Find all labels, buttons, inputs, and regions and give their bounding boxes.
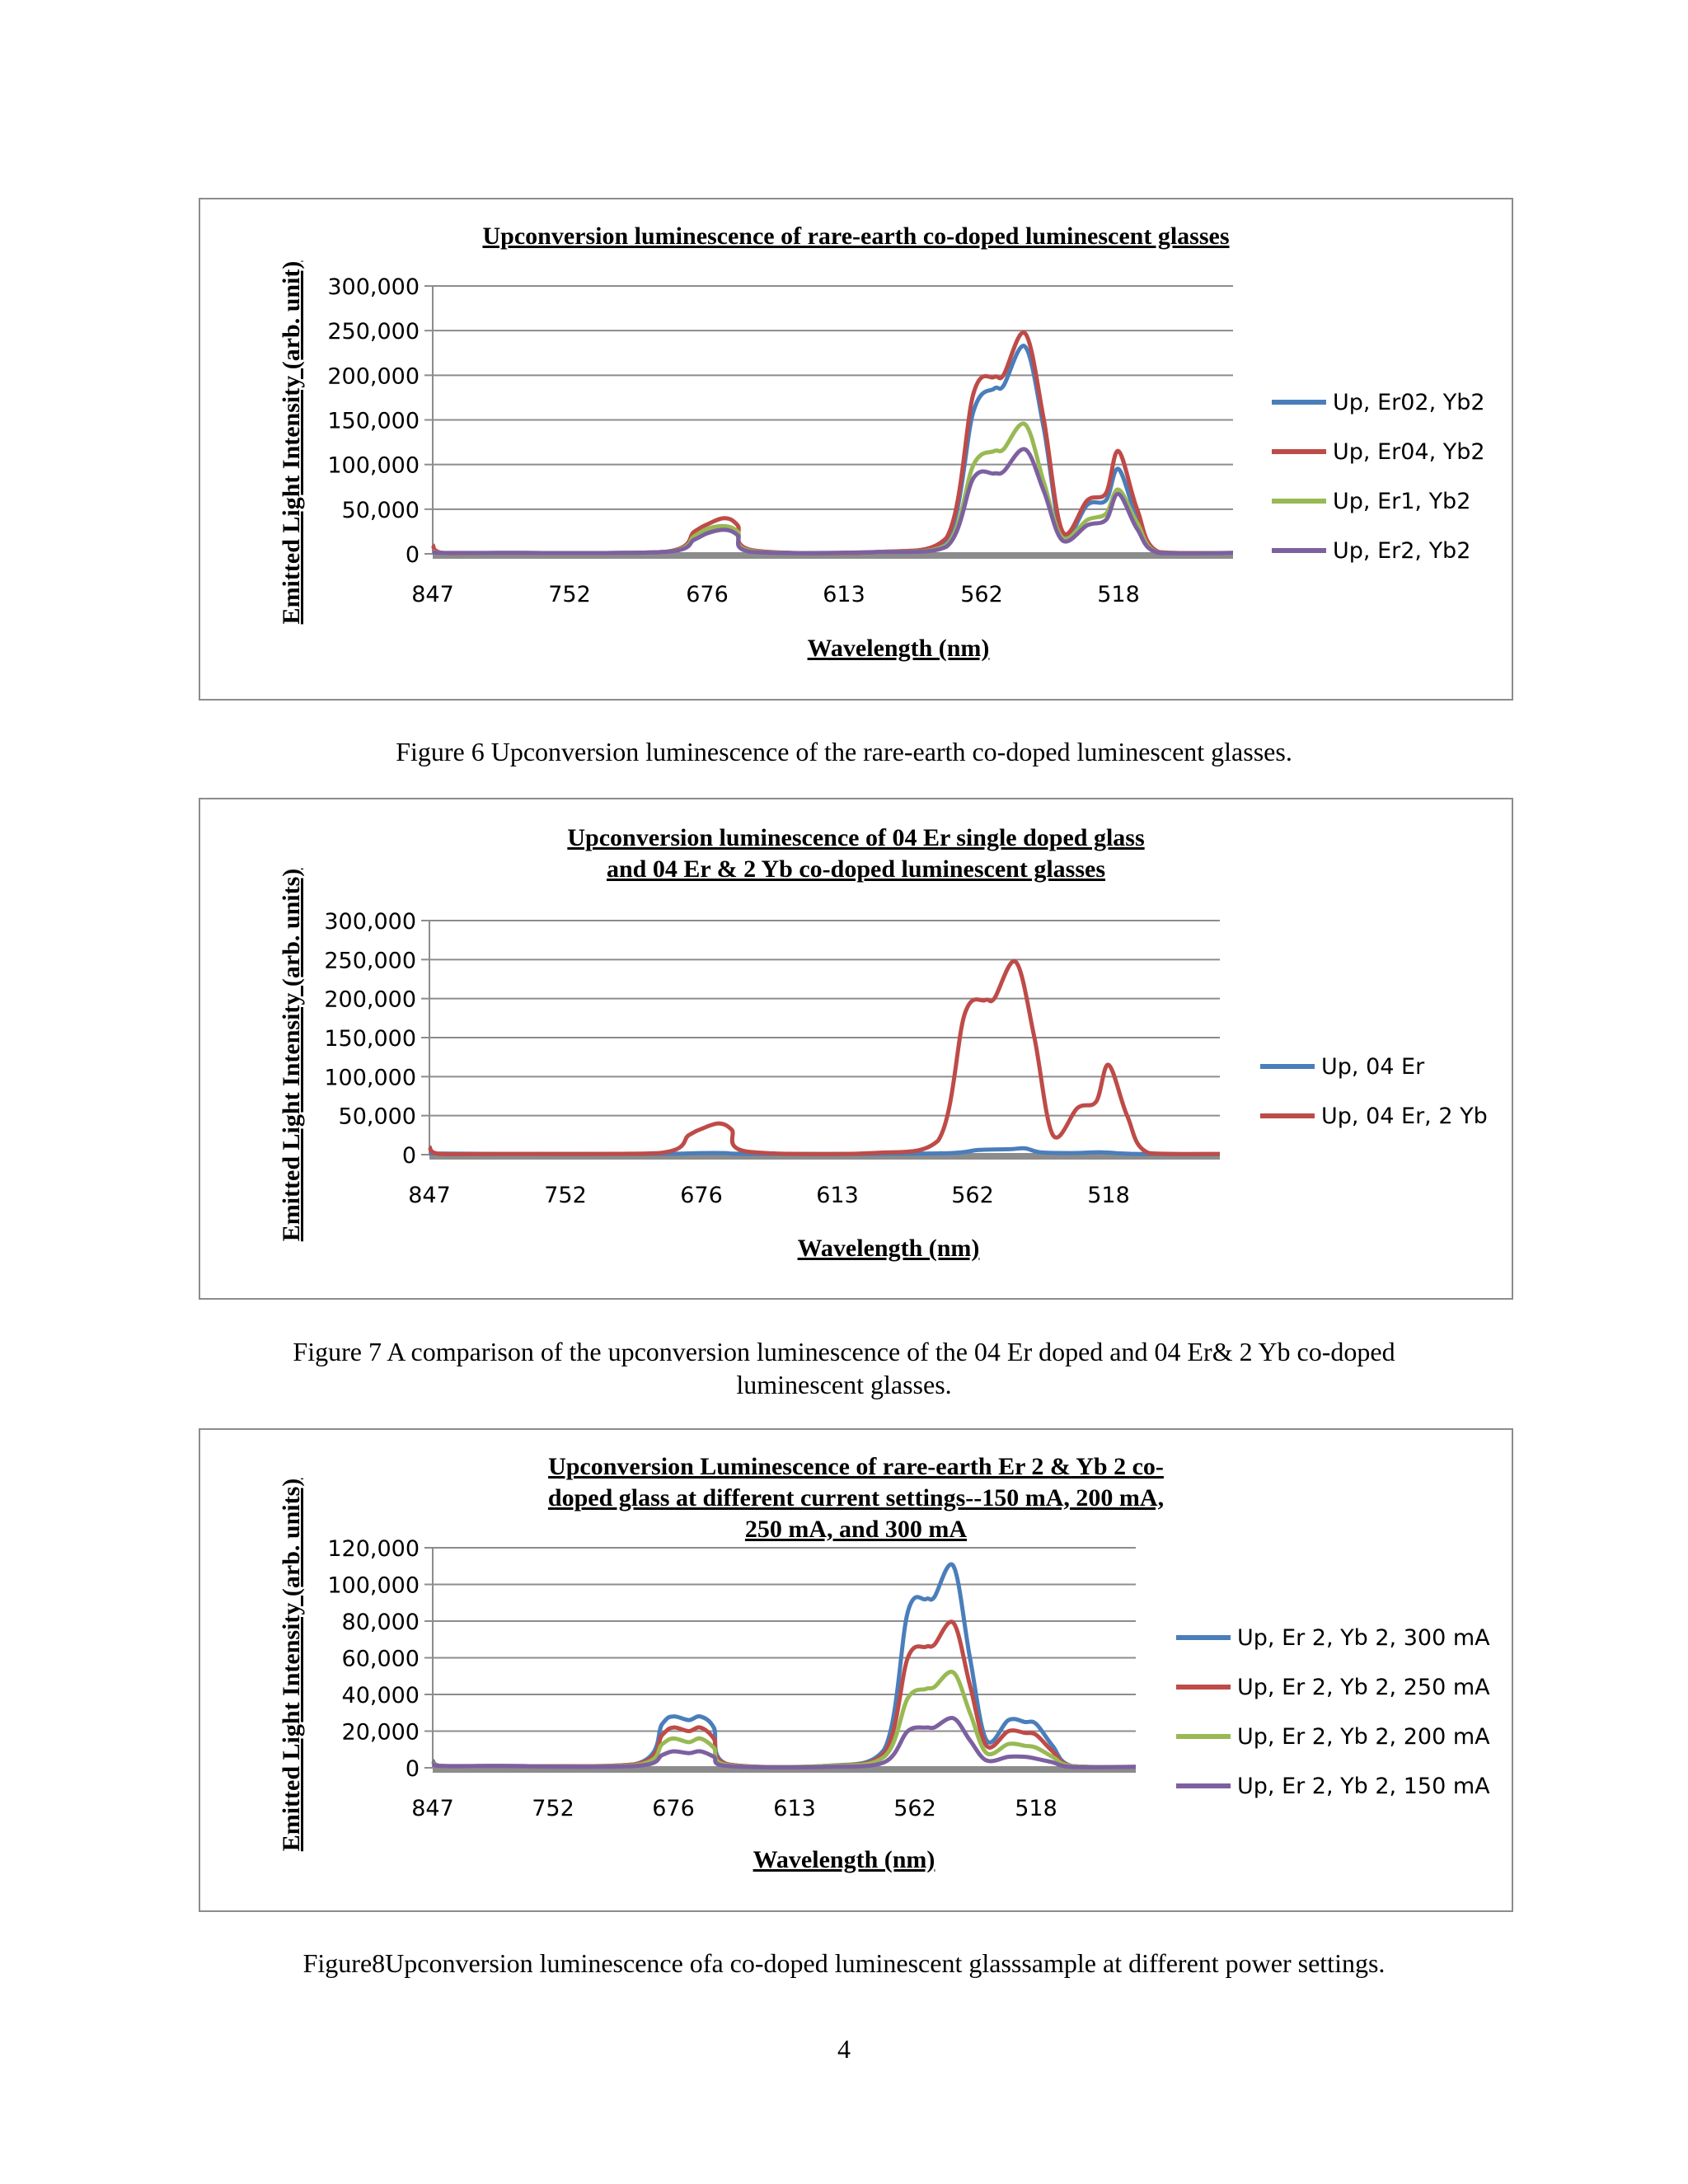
x-tick-label: 847 — [411, 1796, 454, 1821]
legend-label: Up, Er 2, Yb 2, 250 mA — [1237, 1674, 1490, 1700]
x-tick-label: 752 — [532, 1796, 574, 1821]
y-tick-label: 60,000 — [342, 1647, 420, 1672]
y-tick-label: 50,000 — [342, 498, 420, 523]
legend-swatch — [1272, 499, 1326, 504]
legend-item: Up, Er02, Yb2 — [1272, 377, 1485, 427]
x-axis-label: Wavelength (nm) — [807, 635, 990, 662]
plot-svg: 300,000 250,000 200,000 150,000 100,000 50,00… — [327, 274, 1234, 607]
legend-swatch — [1272, 548, 1326, 553]
y-tick-label: 250,000 — [327, 319, 420, 344]
legend-item: Up, Er 2, Yb 2, 200 mA — [1176, 1712, 1490, 1761]
x-axis-line — [433, 552, 1233, 559]
series-line — [431, 344, 1234, 555]
y-tick-label: 120,000 — [327, 1536, 420, 1562]
figure-caption: Figure 7 A comparison of the upconversio… — [293, 1337, 1395, 1399]
y-tick-label: 40,000 — [342, 1683, 420, 1708]
page-number: 4 — [837, 2034, 851, 2064]
x-tick-label: 562 — [893, 1796, 936, 1821]
x-tick-label: 676 — [686, 582, 729, 607]
x-tick-label: 676 — [652, 1796, 695, 1821]
x-tick-label: 752 — [548, 582, 591, 607]
series-line — [431, 421, 1234, 555]
y-tick-label: 80,000 — [342, 1610, 420, 1635]
y-tick-label: 0 — [406, 542, 420, 568]
x-tick-label: 518 — [1097, 582, 1140, 607]
legend-label: Up, Er 2, Yb 2, 300 mA — [1237, 1624, 1490, 1651]
legend-label: Up, Er2, Yb2 — [1333, 537, 1471, 564]
x-tick-label: 562 — [951, 1183, 994, 1208]
legend-swatch — [1260, 1064, 1315, 1069]
figure-caption: Figure8Upconversion luminescence ofa co-… — [302, 1948, 1386, 1978]
y-tick-label: 20,000 — [342, 1720, 420, 1746]
legend-label: Up, 04 Er — [1321, 1053, 1425, 1080]
legend-label: Up, Er1, Yb2 — [1333, 488, 1471, 514]
legend-label: Up, Er 2, Yb 2, 200 mA — [1237, 1723, 1490, 1750]
legend-item: Up, Er 2, Yb 2, 250 mA — [1176, 1662, 1490, 1712]
chart-title: Upconversion luminescence of 04 Er singl… — [567, 824, 1145, 883]
y-tick-label: 300,000 — [327, 274, 420, 300]
legend-swatch — [1176, 1635, 1231, 1640]
legend-item: Up, Er 2, Yb 2, 150 mA — [1176, 1761, 1490, 1811]
y-tick-label: 200,000 — [327, 363, 420, 389]
legend-swatch — [1260, 1113, 1315, 1118]
series-line — [431, 1562, 1137, 1769]
x-tick-label: 613 — [773, 1796, 816, 1821]
legend-item: Up, Er 2, Yb 2, 300 mA — [1176, 1613, 1490, 1662]
legend-swatch — [1176, 1685, 1231, 1690]
series-line — [431, 1716, 1137, 1769]
x-tick-label: 562 — [960, 582, 1003, 607]
legend: Up, 04 Er Up, 04 Er, 2 Yb — [1260, 1042, 1488, 1141]
x-tick-label: 752 — [544, 1183, 587, 1208]
plot-svg: 120,000 100,000 80,000 60,000 40,000 20,000 0 8… — [327, 1536, 1137, 1821]
x-tick-label: 847 — [411, 582, 454, 607]
plot-svg: 300,000 250,000 200,000 150,000 100,000 50,00… — [324, 909, 1221, 1208]
y-tick-label: 200,000 — [324, 987, 416, 1013]
chart-title: Upconversion luminescence of rare-earth … — [482, 223, 1230, 250]
legend: Up, Er 2, Yb 2, 300 mA Up, Er 2, Yb 2, 25… — [1176, 1613, 1490, 1811]
x-tick-label: 518 — [1015, 1796, 1057, 1821]
y-tick-label: 100,000 — [327, 1573, 420, 1599]
y-tick-label: 150,000 — [324, 1026, 416, 1052]
y-tick-label: 150,000 — [327, 409, 420, 434]
legend-label: Up, Er04, Yb2 — [1333, 438, 1485, 465]
legend-item: Up, Er1, Yb2 — [1272, 476, 1485, 526]
chart-panel-2: Upconversion luminescence of 04 Er singl… — [199, 798, 1513, 1300]
y-tick-label: 0 — [406, 1756, 420, 1782]
chart-panel-3: Upconversion Luminescence of rare-earth … — [199, 1428, 1513, 1912]
x-axis-label: Wavelength (nm) — [797, 1235, 980, 1262]
figure-caption: Figure 6 Upconversion luminescence of th… — [396, 737, 1292, 766]
legend-swatch — [1272, 449, 1326, 454]
y-tick-label: 250,000 — [324, 948, 416, 973]
y-tick-label: 0 — [402, 1143, 416, 1169]
series-line — [431, 1670, 1137, 1769]
legend-label: Up, Er 2, Yb 2, 150 mA — [1237, 1773, 1490, 1799]
legend-item: Up, 04 Er — [1260, 1042, 1488, 1091]
legend-swatch — [1176, 1734, 1231, 1739]
x-tick-label: 518 — [1087, 1183, 1130, 1208]
legend-item: Up, Er2, Yb2 — [1272, 526, 1485, 575]
legend: Up, Er02, Yb2 Up, Er04, Yb2 Up, Er1, Yb2 Up… — [1272, 377, 1485, 575]
y-tick-label: 100,000 — [324, 1065, 416, 1090]
series-line — [427, 958, 1221, 1157]
y-tick-label: 100,000 — [327, 453, 420, 479]
x-tick-label: 847 — [408, 1183, 451, 1208]
legend-label: Up, 04 Er, 2 Yb — [1321, 1103, 1488, 1129]
legend-swatch — [1272, 400, 1326, 405]
chart-title: Upconversion Luminescence of rare-earth … — [547, 1453, 1165, 1543]
legend-swatch — [1176, 1783, 1231, 1788]
legend-item: Up, 04 Er, 2 Yb — [1260, 1091, 1488, 1141]
series-line — [430, 330, 1234, 555]
y-tick-label: 50,000 — [339, 1104, 416, 1130]
legend-label: Up, Er02, Yb2 — [1333, 389, 1485, 415]
x-tick-label: 613 — [823, 582, 865, 607]
x-tick-label: 613 — [816, 1183, 859, 1208]
x-axis-line — [429, 1153, 1220, 1160]
chart-panel-1: Upconversion luminescence of rare-earth … — [199, 198, 1513, 701]
x-tick-label: 676 — [680, 1183, 723, 1208]
y-tick-label: 300,000 — [324, 909, 416, 935]
series-line — [432, 447, 1234, 555]
x-axis-line — [433, 1766, 1136, 1773]
legend-item: Up, Er04, Yb2 — [1272, 427, 1485, 476]
x-axis-label: Wavelength (nm) — [753, 1846, 935, 1873]
